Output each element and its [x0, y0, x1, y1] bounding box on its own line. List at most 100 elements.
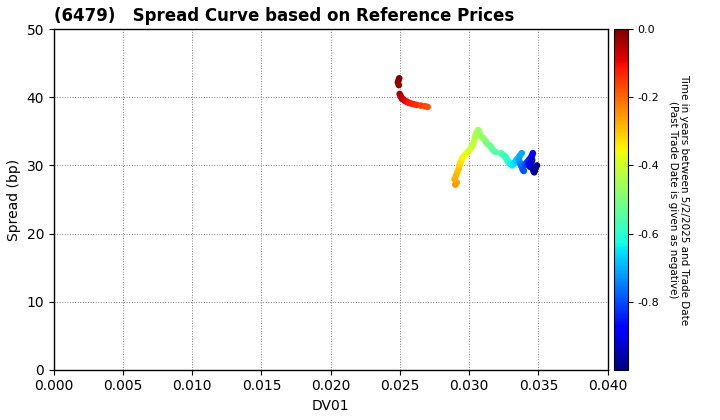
Point	[465, 145, 477, 152]
Point	[485, 143, 496, 150]
Point	[486, 145, 498, 152]
Point	[487, 147, 499, 154]
Point	[449, 176, 460, 182]
Point	[422, 104, 433, 110]
Point	[518, 167, 529, 173]
Point	[472, 128, 483, 135]
Point	[526, 157, 538, 163]
Point	[498, 152, 510, 159]
Point	[509, 159, 521, 165]
Point	[516, 163, 528, 170]
Point	[513, 157, 525, 163]
Point	[514, 159, 526, 165]
Point	[490, 149, 501, 155]
Point	[527, 150, 539, 157]
Point	[458, 153, 469, 160]
Point	[467, 142, 478, 148]
Point	[472, 127, 484, 134]
Point	[502, 158, 513, 165]
Point	[506, 162, 518, 169]
Point	[464, 147, 475, 154]
Point	[392, 79, 404, 86]
Point	[482, 140, 493, 147]
Point	[396, 95, 408, 102]
Point	[512, 155, 523, 162]
X-axis label: DV01: DV01	[312, 399, 349, 413]
Point	[451, 169, 463, 176]
Point	[513, 153, 525, 160]
Point	[466, 143, 477, 150]
Point	[523, 162, 535, 169]
Point	[397, 96, 409, 103]
Point	[450, 172, 462, 179]
Point	[399, 97, 410, 104]
Point	[501, 157, 513, 163]
Point	[477, 135, 489, 142]
Point	[403, 100, 415, 106]
Point	[476, 134, 487, 140]
Point	[526, 159, 537, 165]
Point	[408, 101, 420, 108]
Point	[515, 161, 526, 168]
Point	[394, 91, 405, 97]
Point	[393, 82, 405, 89]
Point	[483, 142, 495, 148]
Y-axis label: Spread (bp): Spread (bp)	[7, 158, 21, 241]
Point	[451, 179, 462, 186]
Point	[516, 150, 528, 157]
Point	[519, 162, 531, 169]
Point	[531, 162, 543, 169]
Point	[517, 165, 528, 172]
Point	[503, 160, 515, 166]
Point	[419, 103, 431, 110]
Point	[455, 158, 467, 165]
Point	[393, 77, 405, 84]
Point	[523, 157, 534, 163]
Point	[462, 149, 474, 155]
Point	[468, 138, 480, 145]
Point	[500, 154, 512, 161]
Point	[471, 129, 482, 136]
Point	[454, 160, 466, 167]
Point	[415, 102, 426, 109]
Point	[526, 153, 537, 160]
Point	[393, 75, 405, 81]
Point	[528, 168, 539, 174]
Point	[523, 161, 534, 168]
Point	[480, 138, 492, 145]
Point	[395, 93, 406, 100]
Point	[456, 155, 468, 162]
Point	[528, 169, 540, 176]
Point	[479, 136, 490, 143]
Point	[505, 161, 516, 168]
Point	[527, 165, 539, 172]
Point	[395, 94, 407, 101]
Point	[449, 181, 461, 188]
Point	[402, 99, 413, 105]
Point	[459, 152, 471, 159]
Point	[501, 155, 513, 162]
Point	[504, 160, 516, 167]
Point	[518, 168, 530, 174]
Point	[469, 135, 480, 142]
Point	[495, 150, 507, 157]
Point	[500, 153, 511, 160]
Point	[400, 98, 412, 105]
Point	[525, 161, 536, 168]
Y-axis label: Time in years between 5/2/2025 and Trade Date
(Past Trade Date is given as negat: Time in years between 5/2/2025 and Trade…	[667, 74, 689, 325]
Point	[503, 159, 514, 165]
Point	[526, 152, 538, 159]
Point	[473, 128, 485, 135]
Point	[497, 151, 508, 158]
Point	[515, 152, 526, 159]
Point	[453, 165, 464, 172]
Point	[474, 129, 485, 136]
Point	[520, 160, 531, 167]
Point	[469, 133, 481, 139]
Text: (6479)   Spread Curve based on Reference Prices: (6479) Spread Curve based on Reference P…	[54, 7, 514, 25]
Point	[516, 162, 527, 169]
Point	[470, 131, 482, 138]
Point	[405, 100, 417, 107]
Point	[530, 165, 541, 171]
Point	[474, 131, 486, 138]
